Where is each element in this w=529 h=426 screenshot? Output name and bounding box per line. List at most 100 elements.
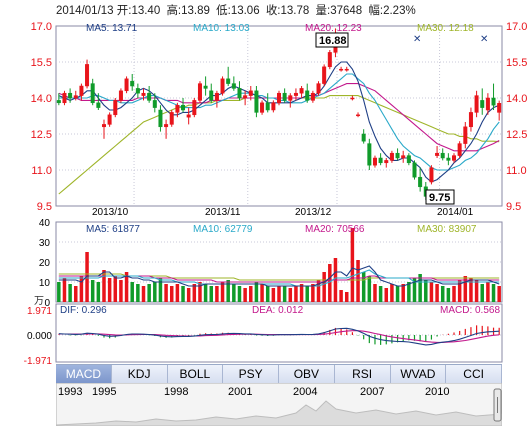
- high-label-box: [315, 32, 349, 48]
- history-navigator[interactable]: 1993 1995 1998 2001 2004 2007 2010: [56, 383, 502, 426]
- tab-wvad[interactable]: WVAD: [390, 365, 447, 383]
- candle-body: [130, 80, 135, 87]
- tab-cci[interactable]: CCI: [446, 365, 502, 383]
- volume-bar: [361, 272, 366, 302]
- header-close: 收:13.78: [265, 5, 310, 17]
- candle-body: [361, 133, 366, 142]
- volume-bar: [215, 286, 219, 302]
- vol-ma5-line: [58, 265, 500, 287]
- volume-bar: [237, 286, 242, 302]
- price-tick-left: 17.0: [31, 21, 52, 33]
- low-label: 9.75: [429, 192, 450, 204]
- volume-bar: [158, 278, 163, 302]
- price-tick-left: 9.5: [37, 201, 52, 213]
- price-annotations: 16.88 9.75 ✕ ✕: [315, 32, 488, 205]
- volume-bar: [480, 284, 484, 302]
- volume-bar: [57, 282, 61, 302]
- volume-bar: [85, 252, 89, 302]
- tab-kdj[interactable]: KDJ: [111, 365, 168, 383]
- candle-body: [305, 90, 310, 101]
- stock-chart[interactable]: 17.0 15.5 14.0 12.5 11.0 9.5 17.0 15.5 14.0 12.5…: [0, 0, 529, 364]
- candle-body: [141, 92, 146, 96]
- tab-macd[interactable]: MACD: [56, 365, 112, 383]
- low-label-box: [425, 189, 455, 205]
- tab-rsi[interactable]: RSI: [334, 365, 391, 383]
- vol-ma10-line: [58, 269, 500, 287]
- volume-bar: [119, 280, 123, 302]
- volume-bar: [350, 228, 355, 302]
- tab-boll[interactable]: BOLL: [167, 365, 224, 383]
- volume-bar: [175, 284, 180, 302]
- candle-body: [271, 102, 276, 111]
- volume-bar: [254, 282, 259, 302]
- macd-legend-dif: DIF: 0.296: [60, 305, 107, 316]
- candle-body: [79, 85, 84, 96]
- header-date-open: 2014/01/13 开:13.40: [56, 5, 161, 17]
- volume-bar: [249, 286, 253, 302]
- candle-body: [310, 92, 315, 101]
- volume-bar: [378, 286, 383, 302]
- price-axis-left: 17.0 15.5 14.0 12.5 11.0 9.5: [31, 21, 52, 213]
- volume-bar: [452, 286, 456, 302]
- candle-body: [395, 152, 400, 159]
- volume-bar: [198, 282, 202, 302]
- volume-bar: [232, 284, 236, 302]
- candle-body: [197, 83, 202, 101]
- candles: [56, 28, 502, 200]
- volume-bar: [288, 288, 293, 302]
- volume-bar: [147, 284, 151, 302]
- legend-ma30: MA30: 12.18: [417, 23, 474, 34]
- candle-body: [435, 152, 440, 156]
- volume-bar: [192, 284, 197, 302]
- candle-body: [118, 90, 123, 101]
- volume-bar: [220, 282, 225, 302]
- macd-tick: 1.971: [27, 306, 52, 317]
- candle-body: [463, 126, 468, 144]
- volume-bar: [282, 286, 287, 302]
- date-axis: 2013/10 2013/11 2013/12 2014/01: [92, 207, 474, 218]
- year-label: 1995: [92, 386, 116, 398]
- year-label: 1993: [58, 386, 82, 398]
- candle-body: [254, 90, 259, 113]
- candle-body: [457, 143, 462, 156]
- volume-bar: [311, 284, 315, 302]
- volume-tick: 20: [39, 258, 51, 269]
- candle-body: [181, 104, 186, 111]
- candle-body: [474, 95, 479, 113]
- volume-bar: [299, 284, 304, 302]
- candle-body: [260, 102, 265, 113]
- legend-ma5: MA5: 13.71: [86, 23, 138, 34]
- year-label: 2001: [228, 386, 252, 398]
- candle-body: [158, 109, 163, 128]
- volume-bar: [107, 278, 112, 302]
- volume-bar: [102, 270, 106, 302]
- tab-psy[interactable]: PSY: [223, 365, 279, 383]
- candle-body: [276, 92, 282, 104]
- volume-bar: [294, 286, 298, 302]
- candle-body: [220, 78, 225, 94]
- date-tick: 2014/01: [437, 207, 474, 218]
- volume-bar: [446, 288, 451, 302]
- vol-legend-ma10: MA10: 62779: [193, 224, 253, 235]
- candle-body: [378, 157, 383, 164]
- volume-bar: [401, 284, 405, 302]
- candle-body: [389, 152, 394, 161]
- volume-bar: [260, 284, 264, 302]
- vol-legend-ma5: MA5: 61877: [86, 224, 140, 235]
- candle-body: [96, 102, 101, 108]
- volume-legend: MA5: 61877 MA10: 62779 MA20: 70566 MA30:…: [86, 224, 477, 235]
- ma-legend: MA5: 13.71 MA10: 13.03 MA20: 12.23 MA30:…: [86, 23, 474, 34]
- candle-body: [350, 97, 355, 100]
- vol-legend-ma30: MA30: 83907: [417, 224, 477, 235]
- candle-body: [316, 83, 321, 94]
- volume-bar: [79, 276, 84, 302]
- candle-body: [356, 114, 361, 117]
- volume-bar: [62, 278, 67, 302]
- header-change: 幅:2.23%: [368, 5, 416, 17]
- candle-body: [124, 78, 129, 92]
- tab-obv[interactable]: OBV: [279, 365, 335, 383]
- macd-tick: -1.971: [24, 356, 53, 364]
- volume-bar: [68, 284, 72, 302]
- volume-bar: [316, 280, 321, 302]
- volume-bar: [96, 282, 101, 302]
